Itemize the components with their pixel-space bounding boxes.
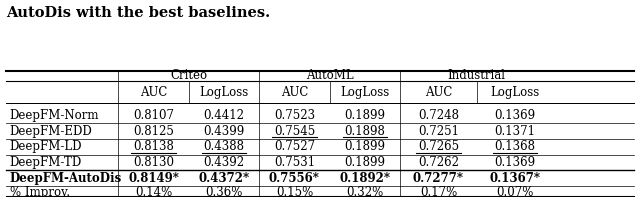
Text: DeepFM-EDD: DeepFM-EDD (10, 125, 92, 138)
Text: 0.4388: 0.4388 (204, 140, 244, 153)
Text: 0.8107: 0.8107 (133, 109, 174, 122)
Text: AUC: AUC (140, 86, 167, 99)
Text: 0.7265: 0.7265 (418, 140, 459, 153)
Text: 0.1368: 0.1368 (495, 140, 536, 153)
Text: 0.1899: 0.1899 (344, 140, 385, 153)
Text: 0.36%: 0.36% (205, 186, 243, 197)
Text: Criteo: Criteo (170, 69, 207, 82)
Text: DeepFM-Norm: DeepFM-Norm (10, 109, 99, 122)
Text: AutoML: AutoML (306, 69, 353, 82)
Text: 0.14%: 0.14% (135, 186, 172, 197)
Text: 0.7545: 0.7545 (274, 125, 315, 138)
Text: 0.1369: 0.1369 (495, 156, 536, 169)
Text: 0.1899: 0.1899 (344, 109, 385, 122)
Text: AUC: AUC (281, 86, 308, 99)
Text: % Improv.: % Improv. (10, 186, 70, 197)
Text: 0.7556*: 0.7556* (269, 172, 320, 185)
Text: 0.7277*: 0.7277* (413, 172, 464, 185)
Text: 0.15%: 0.15% (276, 186, 313, 197)
Text: 0.7523: 0.7523 (274, 109, 315, 122)
Text: 0.8130: 0.8130 (133, 156, 174, 169)
Text: 0.8125: 0.8125 (133, 125, 174, 138)
Text: 0.1898: 0.1898 (344, 125, 385, 138)
Text: 0.07%: 0.07% (497, 186, 534, 197)
Text: DeepFM-LD: DeepFM-LD (10, 140, 82, 153)
Text: 0.1369: 0.1369 (495, 109, 536, 122)
Text: DeepFM-TD: DeepFM-TD (10, 156, 82, 169)
Text: 0.7531: 0.7531 (274, 156, 315, 169)
Text: 0.4412: 0.4412 (204, 109, 244, 122)
Text: AutoDis with the best baselines.: AutoDis with the best baselines. (6, 6, 271, 20)
Text: 0.7248: 0.7248 (418, 109, 459, 122)
Text: LogLoss: LogLoss (491, 86, 540, 99)
Text: LogLoss: LogLoss (200, 86, 248, 99)
Text: DeepFM-AutoDis: DeepFM-AutoDis (10, 172, 122, 185)
Text: 0.1371: 0.1371 (495, 125, 536, 138)
Text: 0.7262: 0.7262 (418, 156, 459, 169)
Text: 0.17%: 0.17% (420, 186, 457, 197)
Text: 0.8149*: 0.8149* (128, 172, 179, 185)
Text: 0.4372*: 0.4372* (198, 172, 250, 185)
Text: LogLoss: LogLoss (340, 86, 389, 99)
Text: 0.4399: 0.4399 (204, 125, 244, 138)
Text: 0.8138: 0.8138 (133, 140, 174, 153)
Text: Industrial: Industrial (448, 69, 506, 82)
Text: 0.7527: 0.7527 (274, 140, 315, 153)
Text: 0.32%: 0.32% (346, 186, 383, 197)
Text: AUC: AUC (425, 86, 452, 99)
Text: 0.7251: 0.7251 (418, 125, 459, 138)
Text: 0.1899: 0.1899 (344, 156, 385, 169)
Text: 0.1367*: 0.1367* (490, 172, 541, 185)
Text: 0.1892*: 0.1892* (339, 172, 390, 185)
Text: 0.4392: 0.4392 (204, 156, 244, 169)
